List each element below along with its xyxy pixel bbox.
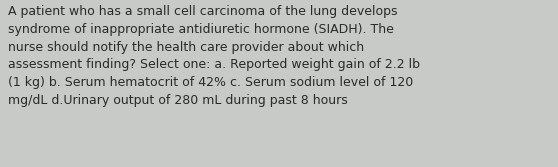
- Text: A patient who has a small cell carcinoma of the lung develops
syndrome of inappr: A patient who has a small cell carcinoma…: [8, 5, 420, 107]
